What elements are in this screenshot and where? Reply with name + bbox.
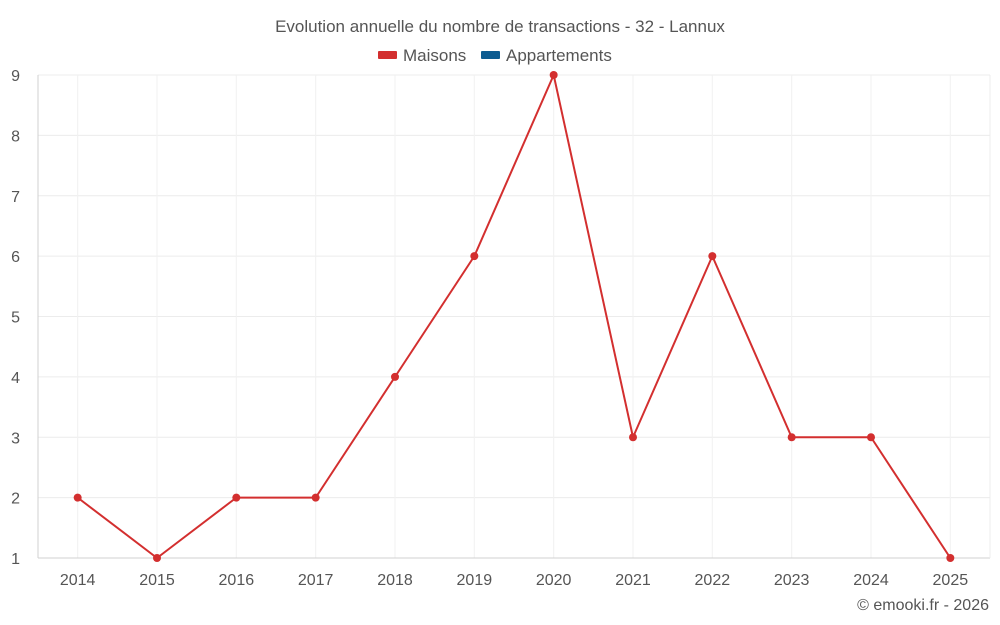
grid — [38, 74, 990, 559]
y-tick-label: 7 — [11, 189, 20, 206]
x-tick-label: 2023 — [774, 572, 810, 589]
y-tick-label: 5 — [11, 310, 20, 327]
legend-item-maisons[interactable]: Maisons — [378, 46, 466, 65]
data-point-maisons-2016[interactable] — [232, 493, 241, 502]
x-axis-labels: 2014 2015 2016 2017 2018 2019 2020 2021 2022 2023… — [60, 572, 968, 589]
y-tick-label: 3 — [11, 430, 20, 447]
y-tick-label: 8 — [11, 128, 20, 145]
data-point-maisons-2018[interactable] — [391, 372, 399, 381]
data-point-maisons-2015[interactable] — [153, 554, 161, 562]
data-point-maisons-2023[interactable] — [787, 433, 796, 442]
data-point-maisons-2024[interactable] — [867, 433, 875, 442]
x-tick-label: 2015 — [139, 572, 175, 589]
x-tick-label: 2022 — [695, 572, 731, 589]
legend-swatch-maisons — [378, 51, 397, 59]
data-point-maisons-2025[interactable] — [946, 554, 955, 562]
x-tick-label: 2020 — [536, 572, 572, 589]
x-tick-label: 2018 — [377, 572, 413, 589]
x-tick-label: 2025 — [933, 572, 969, 589]
y-tick-label: 9 — [11, 68, 20, 85]
data-point-maisons-2022[interactable] — [708, 252, 717, 261]
y-axis-labels: 1 2 3 4 5 6 7 8 9 — [11, 68, 20, 568]
data-point-maisons-2017[interactable] — [311, 493, 320, 502]
legend-label-appartements: Appartements — [506, 46, 612, 65]
data-point-maisons-2014[interactable] — [73, 493, 82, 502]
chart-title: Evolution annuelle du nombre de transact… — [275, 17, 725, 36]
x-tick-label: 2017 — [298, 572, 334, 589]
x-tick-label: 2024 — [853, 572, 889, 589]
legend-label-maisons: Maisons — [403, 46, 466, 65]
y-tick-label: 6 — [11, 249, 20, 266]
data-point-maisons-2021[interactable] — [629, 433, 637, 442]
series-maisons — [73, 71, 955, 562]
y-tick-label: 1 — [11, 551, 20, 568]
data-point-maisons-2020[interactable] — [549, 71, 558, 79]
legend: Maisons Appartements — [378, 46, 612, 65]
axes — [37, 75, 991, 559]
x-tick-label: 2021 — [615, 572, 651, 589]
series-line-maisons — [77, 74, 952, 559]
legend-item-appartements[interactable]: Appartements — [481, 46, 612, 65]
legend-swatch-appartements — [481, 51, 500, 59]
data-point-maisons-2019[interactable] — [470, 252, 479, 261]
x-tick-label: 2014 — [60, 572, 96, 589]
x-tick-label: 2019 — [457, 572, 493, 589]
x-tick-label: 2016 — [219, 572, 255, 589]
y-tick-label: 2 — [11, 491, 20, 508]
y-tick-label: 4 — [11, 370, 20, 387]
credit-text: © emooki.fr - 2026 — [857, 597, 989, 614]
